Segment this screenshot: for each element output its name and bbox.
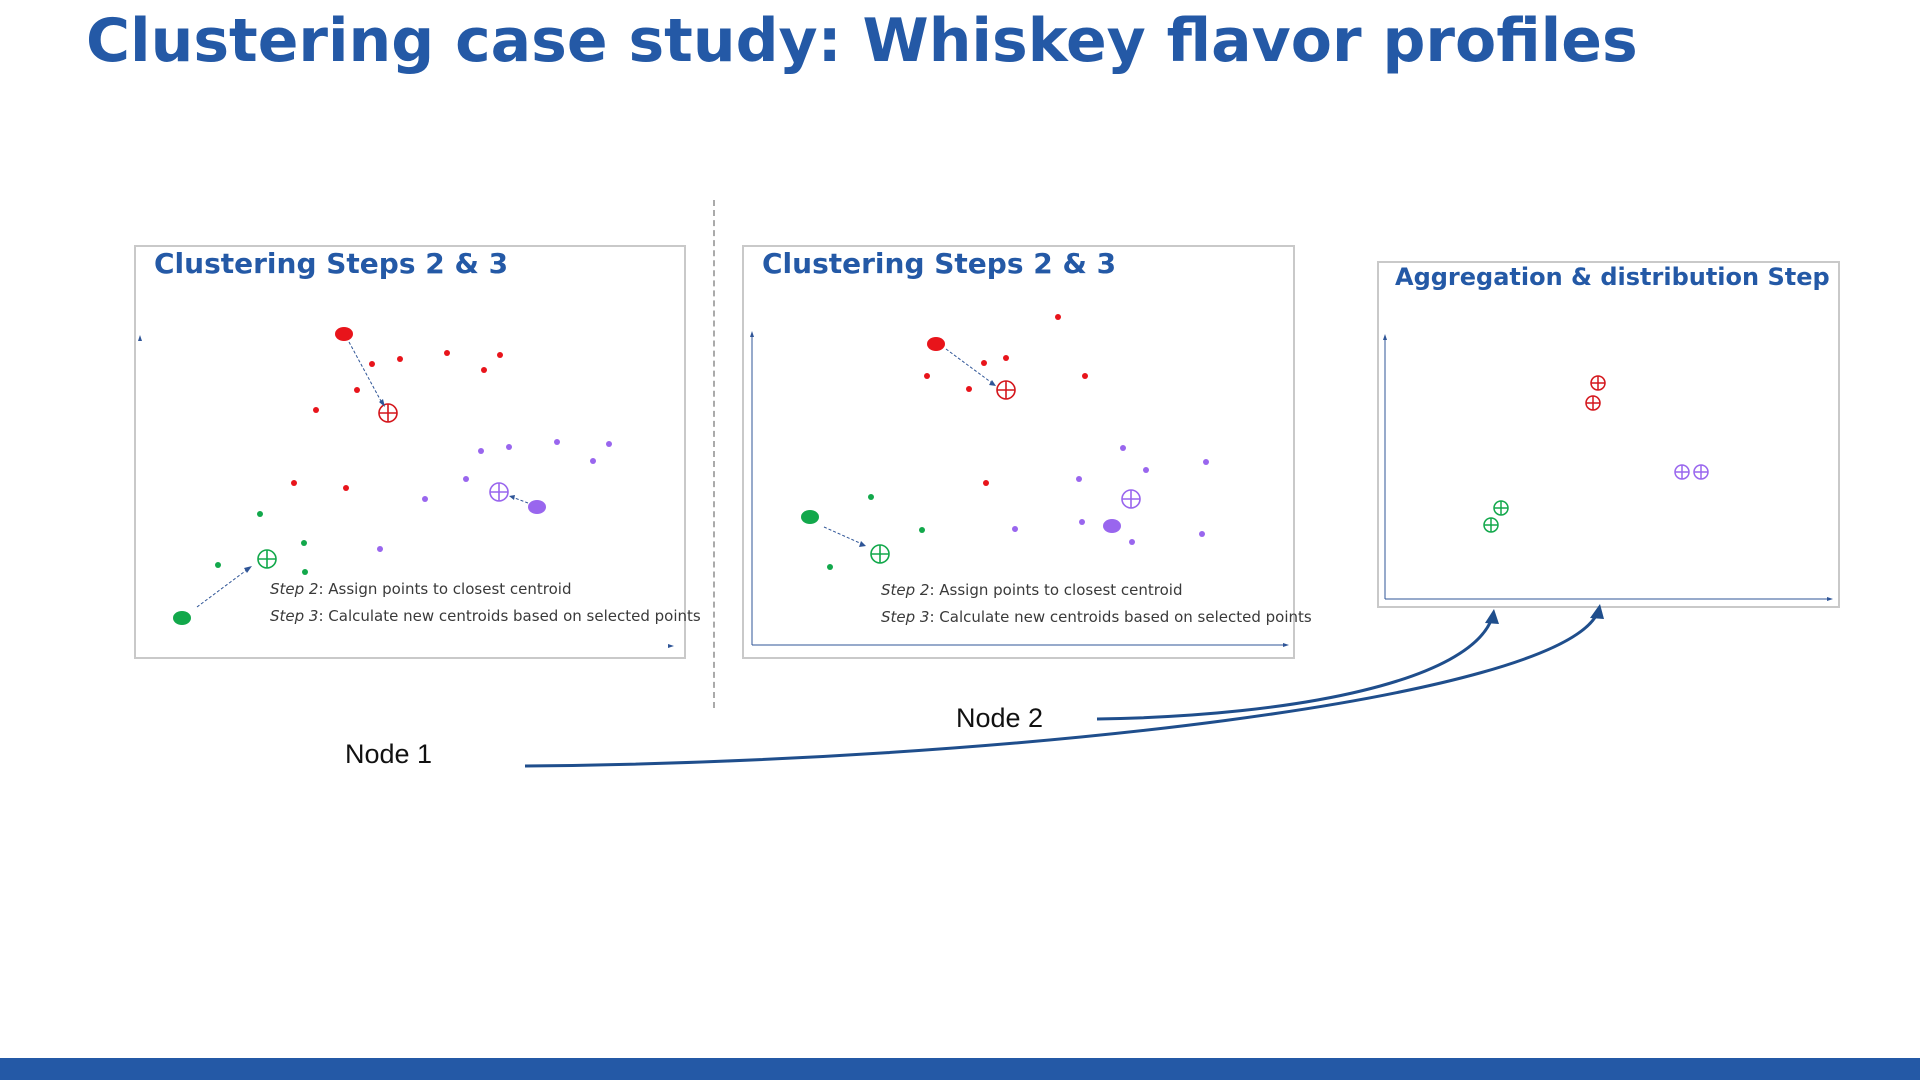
green-aggregated-centroids — [1483, 500, 1509, 533]
panel-title: Clustering Steps 2 & 3 — [154, 247, 509, 280]
y-axis-arrow — [138, 335, 142, 341]
purple-cluster-points — [377, 439, 612, 552]
scatter-plot — [138, 327, 674, 648]
step2-caption: Step 2: Assign points to closest centroi… — [270, 580, 572, 598]
purple-centroid-old — [528, 500, 546, 514]
green-cluster-points — [215, 511, 308, 575]
red-centroid-new — [996, 380, 1016, 400]
panel-title: Clustering Steps 2 & 3 — [762, 247, 1117, 280]
red-centroid-old — [335, 327, 353, 341]
step3-caption: Step 3: Calculate new centroids based on… — [270, 607, 701, 625]
slide-title: Clustering case study: Whiskey flavor pr… — [86, 6, 1638, 76]
panel-aggregation: Aggregation & distribution Step — [1377, 261, 1840, 608]
step2-caption: Step 2: Assign points to closest centroi… — [881, 581, 1183, 599]
purple-centroid-old — [1103, 519, 1121, 533]
footer-bar — [0, 1058, 1920, 1080]
node1-label: Node 1 — [345, 739, 433, 769]
node2-label: Node 2 — [956, 703, 1044, 733]
purple-aggregated-centroids — [1674, 464, 1709, 480]
purple-cluster-points — [1012, 445, 1209, 545]
scatter-plot — [1383, 334, 1833, 601]
green-cluster-points — [827, 494, 925, 570]
red-aggregated-centroids — [1585, 375, 1606, 411]
red-cluster-points — [291, 350, 503, 491]
green-centroid-old — [801, 510, 819, 524]
red-centroid-old — [927, 337, 945, 351]
step3-caption: Step 3: Calculate new centroids based on… — [881, 608, 1312, 626]
panel-title: Aggregation & distribution Step — [1395, 263, 1830, 291]
red-centroid-new — [378, 403, 398, 423]
purple-centroid-new — [489, 482, 509, 502]
x-axis-arrow — [668, 644, 674, 648]
panel-node2-clustering: Clustering Steps 2 & 3 — [742, 245, 1312, 659]
green-centroid-old — [173, 611, 191, 625]
green-centroid-new — [870, 544, 890, 564]
red-cluster-points — [924, 314, 1088, 486]
green-centroid-new — [257, 549, 277, 569]
node-divider — [713, 200, 715, 708]
panel-node1-clustering: Clustering Steps 2 & 3 — [134, 245, 701, 659]
purple-centroid-new — [1121, 489, 1141, 509]
